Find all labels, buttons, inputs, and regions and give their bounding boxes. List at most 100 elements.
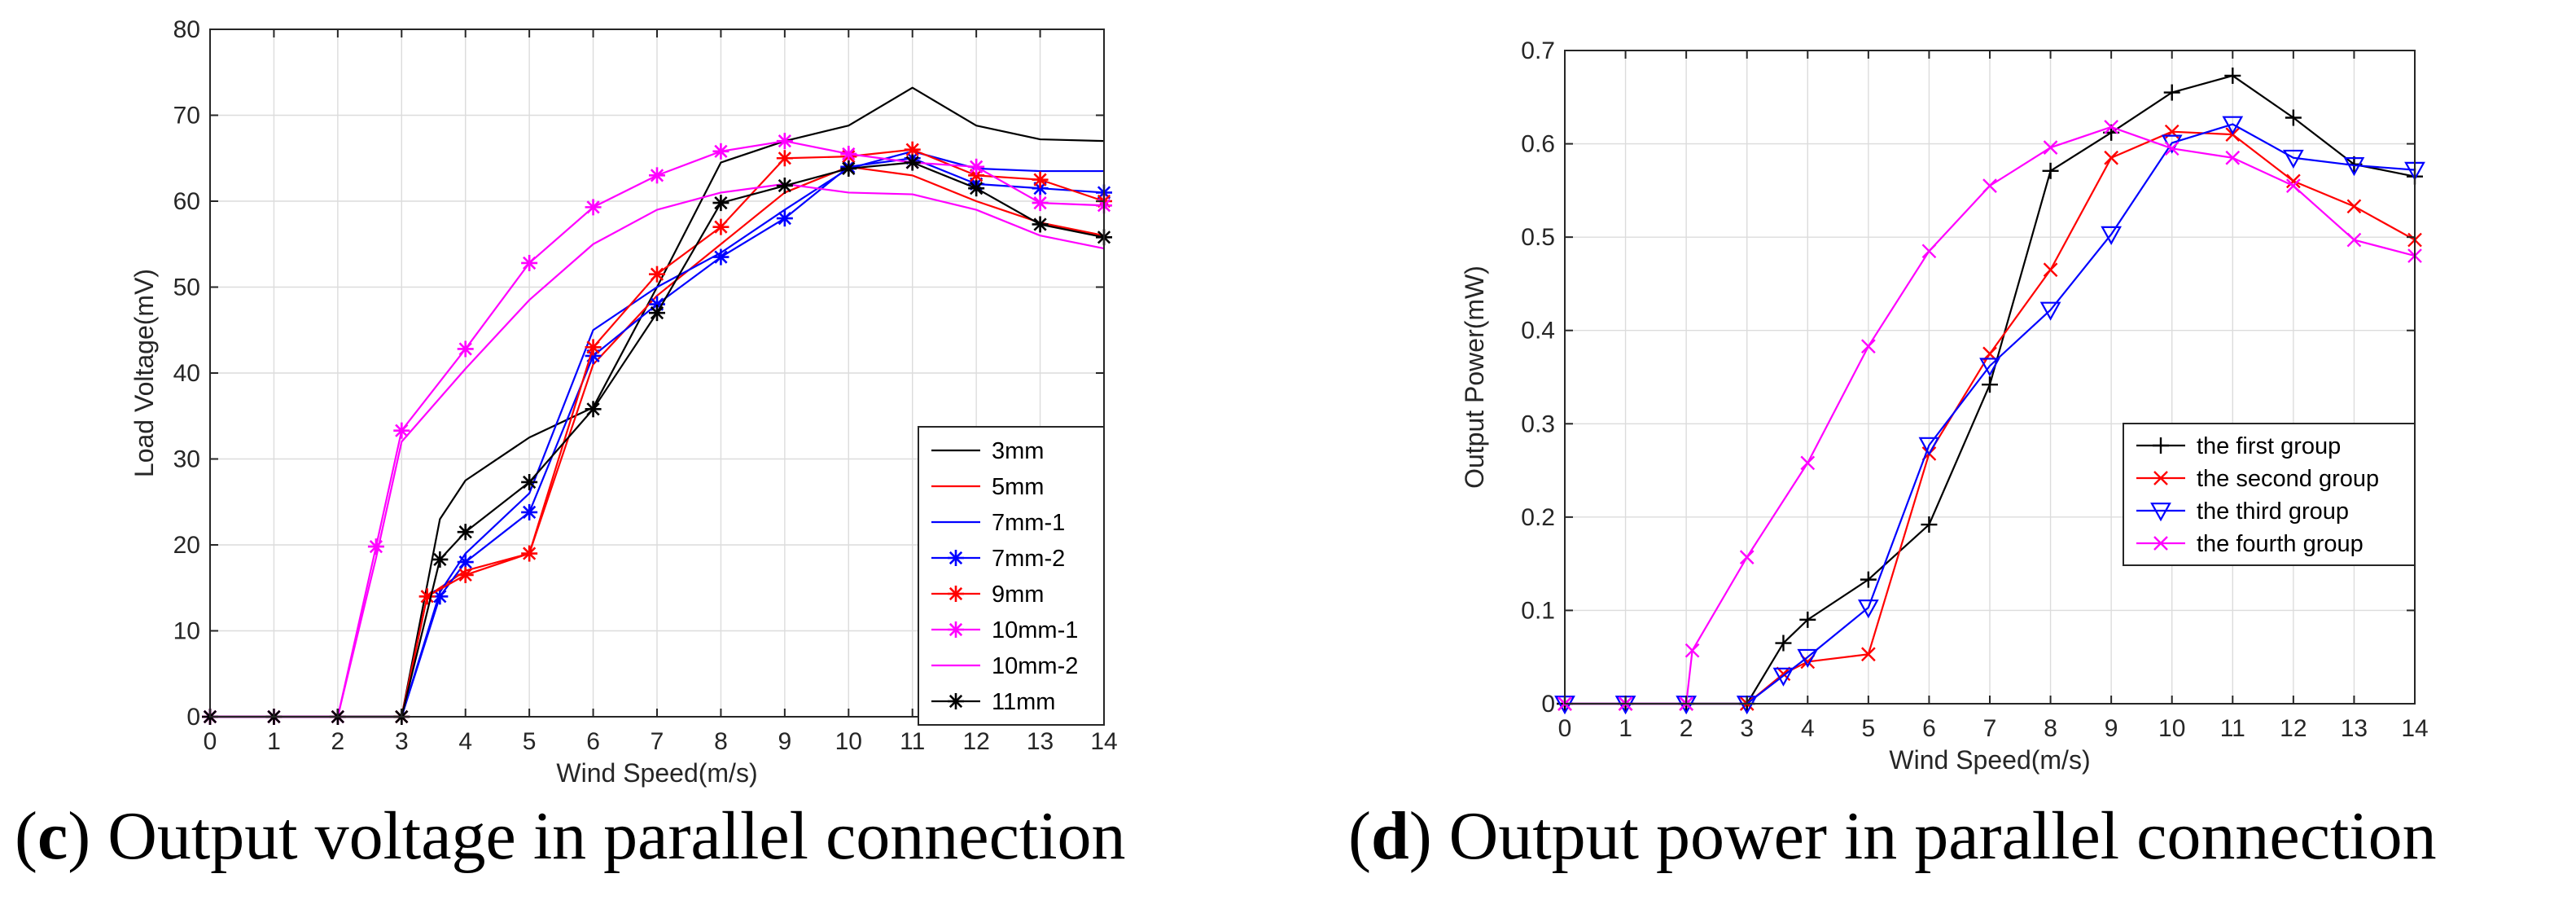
y-tick-label: 0.1: [1521, 597, 1555, 624]
data-point: [457, 554, 474, 571]
legend-entry-the-fourth-group: the fourth group: [2136, 531, 2364, 557]
y-tick-label: 0.7: [1521, 37, 1555, 64]
x-tick-label: 12: [962, 728, 989, 755]
x-tick-label: 10: [2158, 715, 2185, 742]
data-point: [2043, 262, 2058, 278]
legend-label: 9mm: [992, 582, 1044, 608]
data-point: [1772, 667, 1794, 687]
voltage-chart: 0 1 2 3 4 5 6 7 8 9 10 11 12 13 1401020304050607080Win…: [129, 16, 1118, 788]
legend-marker: [2150, 503, 2171, 522]
data-point: [2224, 67, 2241, 84]
data-point: [1979, 358, 2000, 377]
legend-label: the first group: [2197, 433, 2341, 459]
data-point: [521, 545, 538, 562]
x-tick-label: 5: [523, 728, 537, 755]
legend-entry-5mm: 5mm: [931, 474, 1044, 500]
data-point: [2343, 157, 2365, 177]
data-point: [1032, 171, 1049, 188]
data-point: [2101, 226, 2123, 245]
legend-entry-7mm-2: 7mm-2: [931, 546, 1065, 572]
data-point: [2346, 199, 2362, 214]
legend-marker: [2153, 437, 2169, 454]
y-tick-label: 50: [173, 274, 200, 301]
data-point: [1799, 611, 1816, 628]
data-point: [457, 566, 474, 583]
data-point: [521, 473, 538, 490]
data-point: [1032, 195, 1049, 212]
y-tick-label: 30: [173, 446, 200, 473]
data-point: [712, 218, 729, 235]
legend-entry-the-second-group: the second group: [2136, 466, 2379, 492]
y-tick-label: 0: [1541, 691, 1555, 718]
data-point: [840, 145, 857, 162]
data-point: [2164, 141, 2180, 156]
data-point: [2225, 150, 2241, 165]
legend-marker: [948, 621, 964, 638]
data-point: [712, 248, 729, 266]
data-point: [585, 199, 602, 216]
data-point: [968, 158, 985, 175]
data-point: [1684, 643, 1700, 658]
data-point: [2282, 149, 2304, 169]
data-point: [2222, 116, 2244, 135]
series-10mm-2: [210, 182, 1105, 718]
data-point: [776, 178, 793, 195]
x-tick-label: 10: [835, 728, 862, 755]
data-point: [776, 210, 793, 227]
y-tick-label: 0.4: [1521, 318, 1555, 345]
legend-marker: [948, 693, 964, 709]
y-axis-label: Output Power(mW): [1460, 266, 1489, 489]
gridlines: [1564, 50, 2416, 705]
data-point: [2163, 84, 2180, 101]
x-tick-label: 9: [2105, 715, 2118, 742]
data-point: [2043, 140, 2058, 156]
data-point: [2042, 162, 2059, 179]
x-tick-label: 13: [1027, 728, 1054, 755]
legend-label: 5mm: [992, 474, 1044, 500]
data-point: [2104, 150, 2118, 165]
data-point: [2286, 178, 2301, 193]
legend-entry-the-third-group: the third group: [2136, 498, 2349, 525]
data-point: [649, 266, 665, 283]
series-line-10mm-1: [210, 140, 1105, 718]
x-tick-label: 5: [1862, 715, 1876, 742]
x-tick-label: 6: [586, 728, 600, 755]
data-point: [367, 538, 384, 555]
y-tick-label: 40: [173, 360, 200, 387]
legend-label: 10mm-2: [992, 653, 1078, 679]
data-point: [1982, 376, 1998, 393]
x-tick-label: 4: [1801, 715, 1815, 742]
x-tick-label: 13: [2341, 715, 2368, 742]
x-tick-label: 8: [2044, 715, 2057, 742]
x-tick-label: 12: [2280, 715, 2307, 742]
x-tick-label: 7: [651, 728, 664, 755]
legend-marker: [948, 586, 964, 602]
x-tick-label: 9: [778, 728, 792, 755]
data-point: [1918, 437, 1940, 456]
x-axis-label: Wind Speed(m/s): [556, 758, 757, 788]
data-point: [649, 305, 665, 322]
data-point: [776, 133, 793, 150]
data-point: [393, 422, 410, 439]
series-line-the-fourth-group: [1565, 125, 2416, 705]
y-tick-label: 60: [173, 188, 200, 215]
legend-entry-10mm-1: 10mm-1: [931, 617, 1078, 643]
x-tick-label: 14: [1090, 728, 1117, 755]
data-point: [1982, 178, 1997, 193]
y-tick-label: 0: [186, 704, 200, 731]
data-point: [904, 154, 921, 171]
data-point: [521, 254, 538, 271]
data-point: [2346, 232, 2362, 248]
legend-entry-the-first-group: the first group: [2136, 433, 2341, 459]
legend-entry-7mm-1: 7mm-1: [931, 510, 1065, 536]
x-tick-label: 11: [2220, 715, 2245, 742]
data-point: [1800, 455, 1816, 471]
y-tick-label: 0.6: [1521, 131, 1555, 158]
y-tick-label: 0.2: [1521, 504, 1555, 531]
data-point: [1861, 339, 1876, 354]
data-point: [1739, 550, 1755, 564]
x-axis-label: Wind Speed(m/s): [1889, 745, 2090, 775]
legend-box: [2123, 423, 2416, 566]
